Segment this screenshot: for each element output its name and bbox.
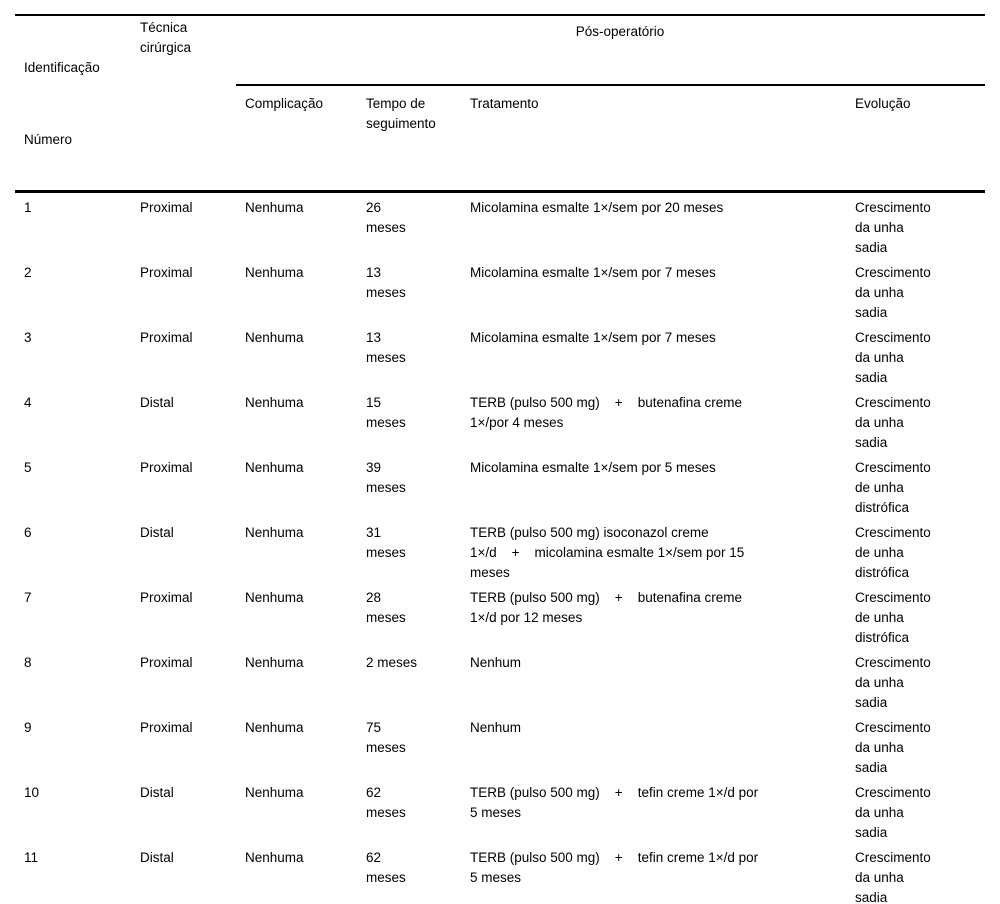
table-header: Identificação Número Técnica cirúrgica P… (15, 15, 985, 193)
cell-complication: Nenhuma (245, 330, 304, 345)
table-row: 11 Distal Nenhuma 62 meses TERB (pulso 5… (15, 843, 985, 904)
header-identification-line2: Número (24, 132, 73, 147)
cell-evolution: Crescimento da unha sadia (855, 850, 931, 904)
cell-id: 4 (24, 395, 32, 410)
header-technique: Técnica cirúrgica (131, 15, 236, 193)
cell-treatment: Micolamina esmalte 1×/sem por 5 meses (470, 460, 716, 475)
table-row: 10 Distal Nenhuma 62 meses TERB (pulso 5… (15, 778, 985, 843)
cell-id: 3 (24, 330, 32, 345)
cell-evolution: Crescimento da unha sadia (855, 785, 931, 840)
cell-evolution: Crescimento da unha sadia (855, 395, 931, 450)
cell-complication: Nenhuma (245, 460, 304, 475)
cell-technique: Proximal (140, 655, 193, 670)
cell-treatment: Micolamina esmalte 1×/sem por 7 meses (470, 265, 716, 280)
cell-evolution: Crescimento da unha sadia (855, 720, 931, 775)
cell-evolution: Crescimento da unha sadia (855, 655, 931, 710)
cell-complication: Nenhuma (245, 720, 304, 735)
cell-technique: Proximal (140, 590, 193, 605)
cell-id: 6 (24, 525, 32, 540)
cell-complication: Nenhuma (245, 785, 304, 800)
cell-id: 10 (24, 785, 40, 800)
cell-evolution: Crescimento de unha distrófica (855, 460, 931, 515)
header-identification-line1: Identificação (24, 60, 100, 75)
table-row: 4 Distal Nenhuma 15 meses TERB (pulso 50… (15, 388, 985, 453)
table-row: 6 Distal Nenhuma 31 meses TERB (pulso 50… (15, 518, 985, 583)
header-treatment: Tratamento (461, 84, 846, 193)
cell-treatment: Nenhum (470, 720, 522, 735)
cell-followup: 2 meses (366, 655, 418, 670)
cell-followup: 62 meses (366, 850, 406, 885)
cell-technique: Proximal (140, 330, 193, 345)
cell-complication: Nenhuma (245, 200, 304, 215)
cell-followup: 26 meses (366, 200, 406, 235)
cell-technique: Proximal (140, 200, 193, 215)
cell-followup: 15 meses (366, 395, 406, 430)
cell-followup: 75 meses (366, 720, 406, 755)
cell-treatment: TERB (pulso 500 mg) + tefin creme 1×/d p… (470, 785, 759, 820)
cell-technique: Distal (140, 525, 174, 540)
cell-treatment: Micolamina esmalte 1×/sem por 7 meses (470, 330, 716, 345)
cell-treatment: TERB (pulso 500 mg) + butenafina creme 1… (470, 395, 743, 430)
cell-followup: 31 meses (366, 525, 406, 560)
cell-id: 9 (24, 720, 32, 735)
cell-id: 1 (24, 200, 32, 215)
table-row: 9 Proximal Nenhuma 75 meses Nenhum Cresc… (15, 713, 985, 778)
cell-id: 5 (24, 460, 32, 475)
cell-evolution: Crescimento de unha distrófica (855, 525, 931, 580)
cell-followup: 62 meses (366, 785, 406, 820)
cell-id: 8 (24, 655, 32, 670)
cell-followup: 13 meses (366, 330, 406, 365)
cell-followup: 39 meses (366, 460, 406, 495)
cell-evolution: Crescimento da unha sadia (855, 265, 931, 320)
cell-treatment: Micolamina esmalte 1×/sem por 20 meses (470, 200, 724, 215)
cell-evolution: Crescimento da unha sadia (855, 330, 931, 385)
cell-id: 11 (24, 850, 39, 865)
cell-id: 2 (24, 265, 32, 280)
cell-followup: 13 meses (366, 265, 406, 300)
cell-technique: Proximal (140, 460, 193, 475)
cell-complication: Nenhuma (245, 590, 304, 605)
cell-evolution: Crescimento de unha distrófica (855, 590, 931, 645)
table-row: 2 Proximal Nenhuma 13 meses Micolamina e… (15, 258, 985, 323)
header-identification: Identificação Número (15, 15, 131, 193)
header-complication: Complicação (236, 84, 357, 193)
cell-treatment: TERB (pulso 500 mg) + butenafina creme 1… (470, 590, 743, 625)
table-row: 5 Proximal Nenhuma 39 meses Micolamina e… (15, 453, 985, 518)
cell-technique: Proximal (140, 265, 193, 280)
table-row: 1 Proximal Nenhuma 26 meses Micolamina e… (15, 192, 985, 259)
patients-table: Identificação Número Técnica cirúrgica P… (15, 14, 985, 904)
header-followup: Tempo de seguimento (357, 84, 461, 193)
cell-complication: Nenhuma (245, 395, 304, 410)
cell-evolution: Crescimento da unha sadia (855, 200, 931, 255)
table-row: 7 Proximal Nenhuma 28 meses TERB (pulso … (15, 583, 985, 648)
cell-technique: Distal (140, 785, 174, 800)
cell-technique: Proximal (140, 720, 193, 735)
cell-id: 7 (24, 590, 32, 605)
cell-complication: Nenhuma (245, 655, 304, 670)
header-evolution: Evolução (846, 84, 985, 193)
table-body: 1 Proximal Nenhuma 26 meses Micolamina e… (15, 192, 985, 904)
cell-complication: Nenhuma (245, 525, 304, 540)
cell-complication: Nenhuma (245, 850, 304, 865)
table-row: 8 Proximal Nenhuma 2 meses Nenhum Cresci… (15, 648, 985, 713)
cell-technique: Distal (140, 395, 174, 410)
header-row-group: Identificação Número Técnica cirúrgica P… (15, 15, 985, 193)
header-row-sub: Complicação Tempo de seguimento Tratamen… (15, 84, 985, 193)
header-postoperative-group: Pós-operatório (236, 15, 985, 86)
cell-treatment: TERB (pulso 500 mg) + tefin creme 1×/d p… (470, 850, 759, 885)
cell-technique: Distal (140, 850, 174, 865)
cell-treatment: Nenhum (470, 655, 522, 670)
cell-treatment: TERB (pulso 500 mg) isoconazol creme 1×/… (470, 525, 745, 580)
cell-followup: 28 meses (366, 590, 406, 625)
cell-complication: Nenhuma (245, 265, 304, 280)
table-row: 3 Proximal Nenhuma 13 meses Micolamina e… (15, 323, 985, 388)
